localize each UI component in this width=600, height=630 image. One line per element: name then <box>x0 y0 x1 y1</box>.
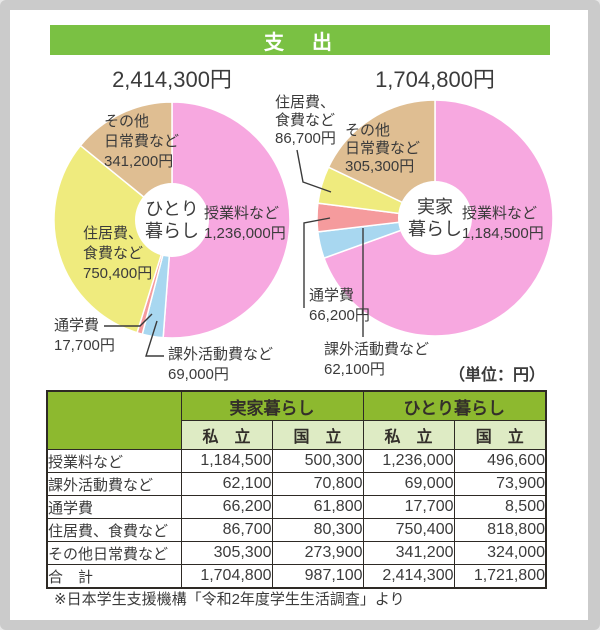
pie-center-circle <box>398 181 472 255</box>
pie-label-jukyohi-right: 住居費、 食費など 86,700円 <box>275 94 336 147</box>
unit-note: （単位：円） <box>448 367 545 384</box>
pie-label-kagai-right: 課外活動費など 62,100円 <box>324 341 430 378</box>
total-jikka-gurashi: 1,704,800円 <box>375 67 495 92</box>
table-row-total: 合 計 1,704,800 987,100 2,414,300 1,721,80… <box>46 564 547 589</box>
pie-slice-4 <box>79 101 173 222</box>
table-header-row-groups: 実家暮らし ひとり暮らし <box>46 390 547 450</box>
pie-center-label-hitori: ひとり 暮らし <box>145 199 199 241</box>
source-footnote: ※日本学生支援機構「令和2年度学生生活調査」より <box>54 591 405 608</box>
table-row: 通学費 66,200 61,800 17,700 8,500 <box>46 495 547 519</box>
expense-table: 実家暮らし ひとり暮らし 私 立 国 立 私 立 国 立 授業料など 1,184… <box>46 390 547 589</box>
colgroup-hitori: ひとり暮らし <box>362 390 547 421</box>
pie-slice-4 <box>327 99 436 220</box>
colgroup-jikka: 実家暮らし <box>180 390 364 421</box>
pie-center-label-jikka: 実家 暮らし <box>408 197 462 239</box>
pie-label-jugyoryo-left: 授業料など 1,236,000円 <box>204 205 286 242</box>
subheader-shiritsu-2: 私 立 <box>362 420 455 450</box>
table-row: 授業料など 1,184,500 500,300 1,236,000 496,60… <box>46 449 547 473</box>
pie-center-circle <box>135 183 209 257</box>
pie-label-sonota-right: その他 日常費など 305,300円 <box>345 122 421 175</box>
page-title: 支 出 <box>50 25 550 55</box>
pie-chart-hitori-gurashi <box>53 101 291 339</box>
table-row: 課外活動費など 62,100 70,800 69,000 73,900 <box>46 472 547 496</box>
pie-label-kagai-left: 課外活動費など 69,000円 <box>168 346 274 383</box>
pie-label-jukyohi-left: 住居費、 食費など 750,400円 <box>83 225 153 282</box>
pie-label-sonota-left: その他 日常費など 341,200円 <box>104 113 180 170</box>
pie-slice-0 <box>162 101 291 339</box>
total-hitori-gurashi: 2,414,300円 <box>112 67 232 92</box>
subheader-shiritsu-1: 私 立 <box>180 420 273 450</box>
table-row: 住居費、食費など 86,700 80,300 750,400 818,800 <box>46 518 547 542</box>
pie-label-tsugakuhi-right: 通学費 66,200円 <box>309 287 370 324</box>
table-corner-cell <box>46 390 182 450</box>
pie-label-tsugakuhi-left: 通学費 17,700円 <box>54 317 115 354</box>
table-row: その他日常費など 305,300 273,900 341,200 324,000 <box>46 541 547 565</box>
subheader-kokuritsu-1: 国 立 <box>271 420 364 450</box>
subheader-kokuritsu-2: 国 立 <box>453 420 547 450</box>
pie-label-jugyoryo-right: 授業料など 1,184,500円 <box>462 205 544 242</box>
pie-chart-jikka-gurashi <box>316 99 554 337</box>
